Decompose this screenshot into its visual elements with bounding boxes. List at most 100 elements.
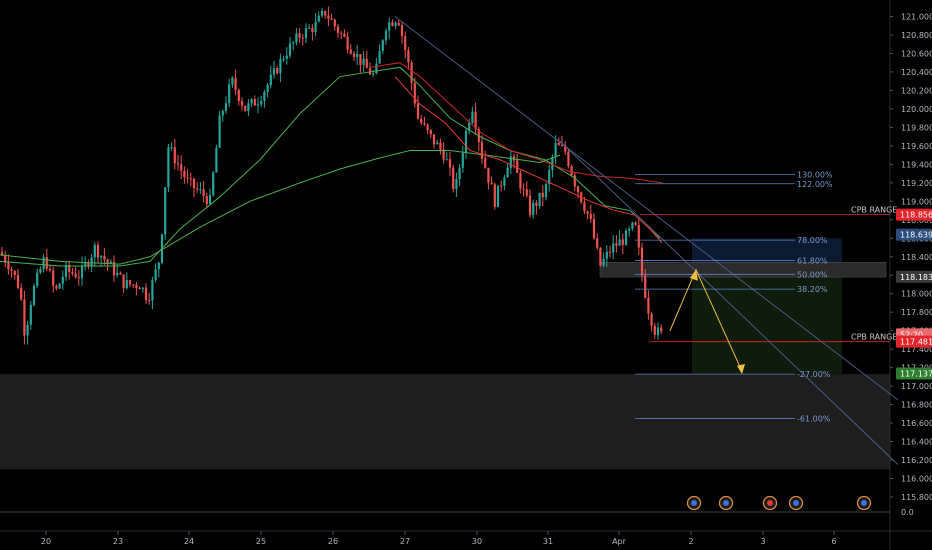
candle [71, 267, 74, 276]
candle [535, 199, 538, 215]
economic-event-icon[interactable] [686, 495, 702, 511]
time-axis[interactable]: 20 23 24 25 26 27 30 31 Apr 2 3 6 [41, 531, 837, 546]
candle-body [538, 192, 541, 206]
grey-level-tag-label: 118.183 [900, 273, 932, 282]
candle [68, 260, 71, 280]
candle [218, 110, 221, 149]
grey-level-tag[interactable] [896, 270, 932, 283]
candle-body [295, 33, 298, 43]
candle-body [71, 271, 74, 274]
price-tick-label: 116.200 [901, 456, 932, 465]
candle [525, 181, 528, 198]
candle [52, 266, 55, 293]
price-tick-label: 118.000 [901, 290, 932, 299]
candle-body [29, 304, 32, 325]
moving-averages [0, 62, 663, 267]
price-axis[interactable]: 121.000 120.800 120.600 120.400 120.200 120.0… [890, 13, 932, 518]
candle [621, 233, 624, 255]
candle [500, 180, 503, 192]
candle [516, 153, 519, 174]
fib-label: -61.00% [797, 414, 831, 423]
candle-body [100, 255, 103, 258]
candle-body [308, 27, 311, 29]
candle [23, 290, 26, 345]
candle-body [432, 134, 436, 145]
candle-body [298, 33, 301, 38]
candle-body [205, 196, 208, 205]
candle-body [413, 83, 416, 104]
candle-body [167, 147, 170, 188]
last-price-tag[interactable] [896, 335, 932, 348]
cpb-high-tag[interactable] [896, 208, 932, 221]
candle-body [480, 142, 484, 159]
candle-body [448, 159, 452, 168]
candle-body [202, 189, 205, 197]
event-markers[interactable] [686, 495, 872, 511]
candle-body [372, 73, 375, 75]
candle-body [599, 247, 602, 266]
candle-body [0, 252, 4, 256]
candle [4, 250, 7, 268]
price-tick-label: 116.800 [901, 401, 932, 410]
candle [308, 24, 311, 29]
candle [13, 270, 16, 280]
candle-body [106, 259, 109, 264]
cpb-high-tag-label: 118.856 [900, 211, 932, 220]
candle [624, 228, 628, 246]
economic-event-icon[interactable] [788, 495, 804, 511]
candle [189, 172, 192, 187]
candle [333, 18, 336, 31]
blue-level-tag-label: 118.639 [900, 231, 932, 240]
candle [186, 168, 189, 184]
blue-level-tag[interactable] [896, 228, 932, 241]
cpb-label: CPB RANGE [851, 333, 897, 342]
candle [266, 82, 269, 98]
candle-body [154, 269, 157, 280]
candle [112, 255, 116, 282]
candle [208, 188, 212, 206]
candle [16, 268, 20, 290]
candle-body [586, 211, 589, 214]
candle [244, 105, 247, 112]
candle [589, 204, 592, 223]
economic-event-icon[interactable] [718, 495, 734, 511]
price-tick-label: 119.800 [901, 123, 932, 132]
candle [125, 272, 128, 290]
candle-body [544, 184, 548, 198]
price-tick-label: 119.400 [901, 160, 932, 169]
candle [368, 62, 372, 75]
candle-body [20, 287, 23, 300]
price-tick-label: 115.800 [901, 493, 932, 502]
candle [164, 186, 167, 240]
candle-body [516, 160, 519, 173]
candle-body [624, 230, 628, 246]
candle [637, 217, 640, 255]
candle-body [224, 103, 228, 111]
candle-body [640, 247, 644, 276]
fib-label: -27.00% [797, 370, 831, 379]
green-level-tag-label: 117.137 [900, 369, 932, 378]
green-level-tag[interactable] [896, 367, 932, 380]
candle-body [103, 255, 106, 260]
candle-body [570, 166, 573, 176]
economic-event-icon[interactable] [762, 495, 778, 511]
candle-body [45, 257, 48, 269]
candle [496, 185, 500, 208]
candle [119, 271, 122, 275]
candle-body [420, 118, 423, 124]
event-core [723, 500, 729, 506]
price-tick-label: 121.000 [901, 13, 932, 22]
candle [180, 155, 183, 179]
candle-body [4, 255, 7, 263]
candle [448, 151, 452, 177]
candle [388, 17, 391, 40]
candle-body [276, 68, 279, 74]
candle [384, 28, 388, 45]
candle [349, 43, 352, 55]
candle-body [327, 15, 330, 19]
economic-event-icon[interactable] [856, 495, 872, 511]
candle [93, 242, 96, 267]
candle [442, 142, 445, 164]
candle-body [93, 244, 96, 258]
